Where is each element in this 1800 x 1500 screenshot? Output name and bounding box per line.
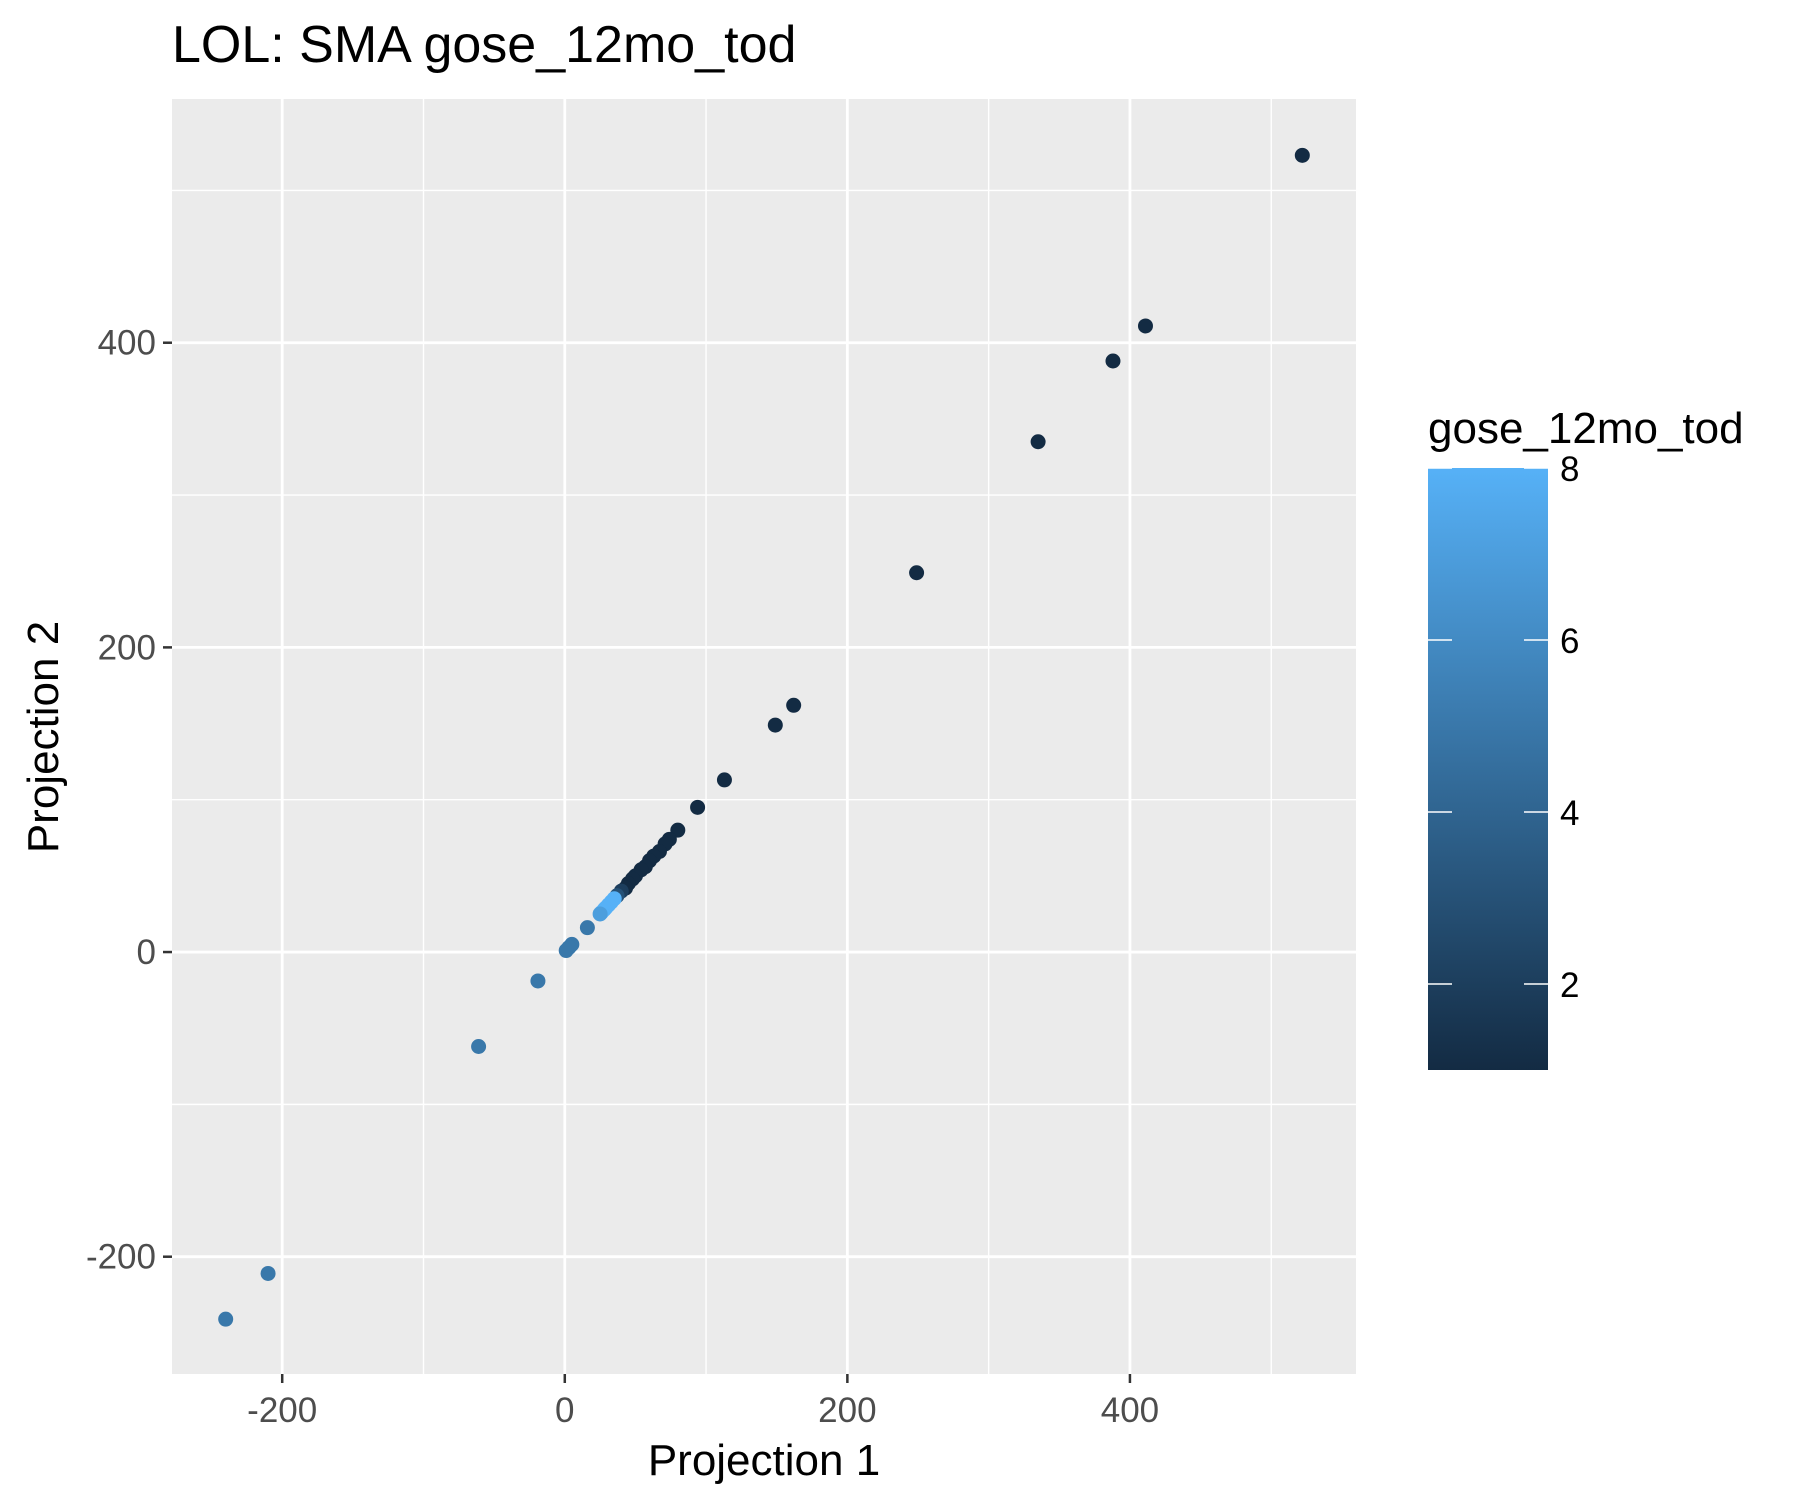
y-tick-label: 200	[98, 628, 156, 667]
y-tick-label: 0	[137, 933, 156, 972]
chart-title: LOL: SMA gose_12mo_tod	[172, 16, 796, 74]
data-point	[716, 772, 732, 788]
data-point	[592, 906, 608, 922]
minor-gridlines	[172, 99, 1356, 1374]
legend-title: gose_12mo_tod	[1428, 404, 1744, 453]
data-point	[530, 973, 546, 989]
legend-tick-label: 6	[1560, 622, 1579, 661]
x-tick-label: -200	[247, 1391, 317, 1430]
legend-tick-label: 8	[1560, 450, 1579, 489]
legend-tick-label: 4	[1560, 794, 1579, 833]
x-tick-label: 200	[818, 1391, 876, 1430]
legend-colorbar	[1428, 468, 1548, 1070]
data-point	[909, 565, 925, 581]
legend-tick-label: 2	[1560, 966, 1579, 1005]
data-point	[558, 943, 574, 959]
data-point	[218, 1311, 234, 1327]
data-point	[1137, 318, 1153, 334]
major-gridlines	[172, 99, 1356, 1374]
x-tick-label: 400	[1101, 1391, 1159, 1430]
color-legend: gose_12mo_tod 2 4 6 8	[1428, 404, 1744, 1070]
y-axis: -200 0 200 400	[86, 324, 172, 1277]
y-axis-title: Projection 2	[19, 621, 68, 853]
data-point	[260, 1265, 276, 1281]
data-points	[218, 147, 1310, 1327]
data-point	[767, 717, 783, 733]
x-tick-label: 0	[555, 1391, 574, 1430]
x-axis: -200 0 200 400	[247, 1374, 1159, 1430]
data-point	[786, 697, 802, 713]
data-point	[690, 799, 706, 815]
legend-ticks: 2 4 6 8	[1428, 450, 1579, 1005]
x-axis-title: Projection 1	[648, 1436, 880, 1485]
y-tick-label: 400	[98, 324, 156, 363]
y-tick-label: -200	[86, 1238, 156, 1277]
data-point	[1030, 434, 1046, 450]
plot-panel	[172, 99, 1356, 1374]
data-point	[579, 920, 595, 936]
data-point	[1105, 353, 1121, 369]
data-point	[1294, 147, 1310, 163]
data-point	[471, 1038, 487, 1054]
